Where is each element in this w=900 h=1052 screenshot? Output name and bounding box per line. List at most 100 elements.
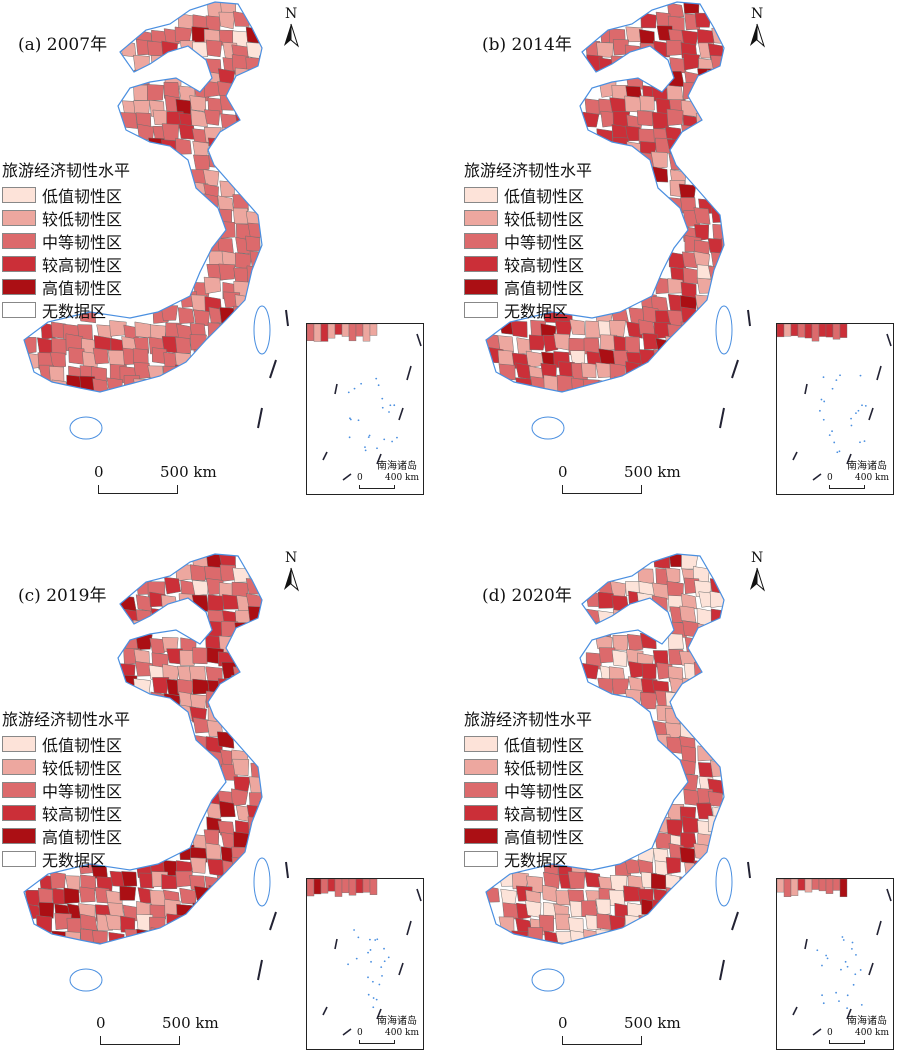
region-cell <box>208 152 225 169</box>
region-cell <box>666 736 683 754</box>
region-cell <box>177 917 195 933</box>
region-cell <box>666 108 684 126</box>
inset-island <box>367 993 370 996</box>
region-cell <box>205 842 222 860</box>
north-arrow-icon: N <box>746 6 768 48</box>
inset-scale-bar: 0 400 km <box>357 473 419 489</box>
legend-swatch <box>2 186 36 203</box>
region-cell <box>121 871 138 887</box>
region-cell <box>665 857 681 875</box>
inset-island <box>364 449 367 452</box>
coastline <box>485 553 725 945</box>
region-cell <box>640 692 658 710</box>
inset-boundary-dash <box>876 920 882 936</box>
inset-island <box>360 382 363 385</box>
inset-coast-strip <box>307 324 378 342</box>
region-cell <box>93 335 112 351</box>
legend-item: 无数据区 <box>464 298 592 321</box>
inset-island <box>820 398 823 401</box>
coastline <box>23 553 263 945</box>
legend-item: 高值韧性区 <box>2 275 130 298</box>
legend-swatch <box>2 301 36 318</box>
inset-region-cell <box>804 324 813 339</box>
region-cell <box>161 55 178 71</box>
legend-item: 中等韧性区 <box>2 778 130 801</box>
inset-island <box>357 419 360 422</box>
inset-island <box>863 440 866 443</box>
scale-distance: 500 km <box>162 1014 219 1032</box>
region-cell <box>626 321 643 339</box>
inset-scale-line <box>359 485 395 489</box>
north-label: N <box>285 6 298 22</box>
region-cell <box>160 305 179 321</box>
region-cell <box>92 930 108 944</box>
inset-region-cell <box>320 879 329 894</box>
region-cell <box>190 294 208 312</box>
inset-island <box>376 938 379 941</box>
inset-island <box>857 409 860 412</box>
inset-boundary-dash <box>398 407 404 421</box>
scale-line <box>562 485 642 494</box>
region-cell <box>650 872 669 890</box>
inset-island <box>372 997 375 999</box>
inset-region-cell <box>777 879 785 893</box>
legend-swatch <box>2 758 36 775</box>
region-cell <box>175 336 191 354</box>
legend-swatch <box>464 278 498 295</box>
legend-label: 中等韧性区 <box>42 781 123 801</box>
panel-title: (d) 2020年 <box>482 586 572 606</box>
region-cell <box>245 26 262 45</box>
region-cell <box>711 620 724 638</box>
inset-map <box>307 324 422 481</box>
region-cell <box>624 857 640 874</box>
region-map <box>485 1 751 440</box>
inset-island <box>842 939 845 941</box>
region-cell <box>51 337 67 356</box>
region-cell <box>515 362 531 380</box>
region-cell <box>207 594 224 612</box>
region-cell <box>555 890 571 906</box>
region-cell <box>231 856 249 874</box>
legend-label: 较高韧性区 <box>42 804 123 824</box>
region-cell <box>192 717 209 734</box>
region-cell <box>260 791 262 808</box>
inset-island <box>372 1006 375 1009</box>
region-cell <box>651 111 669 130</box>
region-cell <box>554 320 573 338</box>
inset-boundary-dash <box>792 451 798 461</box>
legend-label: 无数据区 <box>42 301 107 321</box>
region-cell <box>161 594 178 611</box>
inset-island <box>357 936 360 939</box>
region-cell <box>206 802 223 820</box>
region-cell <box>666 39 683 57</box>
inset-island <box>396 436 398 439</box>
region-cell <box>245 592 262 609</box>
region-cell <box>216 731 235 749</box>
region-cell <box>219 221 236 239</box>
inset-island <box>377 384 380 387</box>
region-cell <box>207 336 225 354</box>
inset-region-cell <box>313 879 322 895</box>
inset-region-cell <box>355 324 364 337</box>
legend-swatch <box>2 781 36 798</box>
inset-island <box>844 960 847 963</box>
inset-island <box>855 412 857 415</box>
legend-label: 较低韧性区 <box>504 209 585 229</box>
inset-coast-strip <box>307 879 378 897</box>
region-cell <box>711 279 724 296</box>
region-cell <box>582 378 600 392</box>
map-layer <box>23 553 289 992</box>
region-cell <box>234 111 252 129</box>
legend-item: 较低韧性区 <box>2 206 130 229</box>
inset-region-cell <box>804 879 813 893</box>
inset-island <box>367 976 369 979</box>
region-cell <box>510 320 528 338</box>
boundary-dash <box>269 911 277 931</box>
hainan-island <box>531 968 565 992</box>
region-cell <box>651 595 668 612</box>
inset-region-cell <box>832 324 841 340</box>
inset-island <box>368 434 371 437</box>
inset-boundary-dash <box>868 407 874 421</box>
region-cell <box>192 647 210 665</box>
legend-swatch <box>464 850 498 867</box>
